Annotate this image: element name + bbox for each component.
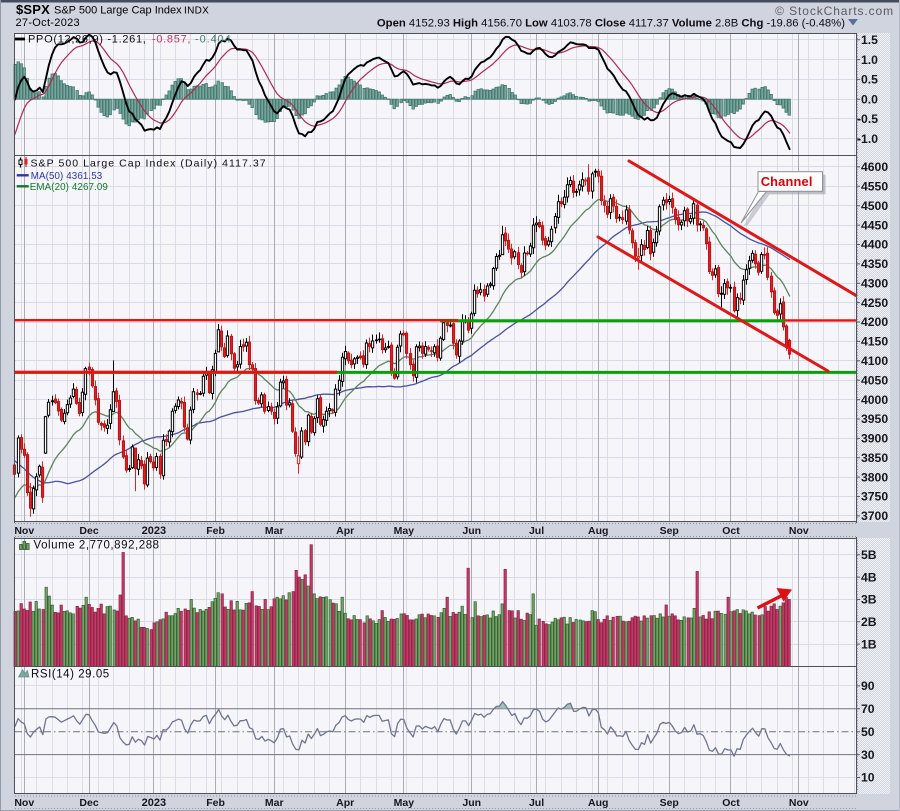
svg-text:Feb: Feb [206, 525, 225, 537]
svg-text:3B: 3B [861, 593, 877, 607]
svg-text:4100: 4100 [861, 354, 888, 368]
svg-text:May: May [394, 797, 415, 809]
svg-text:4200: 4200 [861, 315, 888, 329]
svg-text:Volume 2,770,892,288: Volume 2,770,892,288 [34, 540, 160, 552]
svg-text:4350: 4350 [861, 257, 888, 271]
svg-text:Aug: Aug [588, 797, 608, 809]
svg-text:Nov: Nov [14, 797, 34, 809]
svg-text:INDX: INDX [184, 6, 209, 17]
svg-text:© StockCharts.com: © StockCharts.com [775, 4, 894, 18]
svg-text:S&P 500 Large Cap Index: S&P 500 Large Cap Index [54, 5, 182, 17]
svg-text:4050: 4050 [861, 373, 888, 387]
svg-text:2B: 2B [861, 615, 877, 629]
svg-text:4B: 4B [861, 570, 877, 584]
svg-text:0.5: 0.5 [861, 73, 878, 87]
svg-text:-0.5: -0.5 [857, 112, 878, 126]
svg-text:4500: 4500 [861, 199, 888, 213]
svg-text:-1.0: -1.0 [857, 132, 878, 146]
svg-text:$SPX: $SPX [16, 2, 50, 17]
svg-text:4450: 4450 [861, 218, 888, 232]
svg-text:3850: 3850 [861, 451, 888, 465]
svg-text:4300: 4300 [861, 276, 888, 290]
svg-text:Aug: Aug [588, 525, 608, 537]
svg-text:Sep: Sep [660, 525, 679, 537]
svg-text:Jul: Jul [529, 525, 544, 537]
svg-text:3950: 3950 [861, 412, 888, 426]
svg-text:Apr: Apr [336, 525, 354, 537]
svg-text:2023: 2023 [142, 797, 166, 809]
svg-text:2023: 2023 [142, 525, 166, 537]
svg-text:RSI(14) 29.05: RSI(14) 29.05 [31, 669, 110, 681]
svg-text:4550: 4550 [861, 179, 888, 193]
svg-text:3900: 3900 [861, 432, 888, 446]
svg-text:S&P 500 Large Cap Index (Daily: S&P 500 Large Cap Index (Daily) 4117.37 [31, 158, 267, 170]
svg-text:MA(50) 4361.53: MA(50) 4361.53 [31, 171, 103, 182]
svg-text:Jun: Jun [462, 797, 481, 809]
svg-text:27-Oct-2023: 27-Oct-2023 [16, 17, 80, 29]
svg-text:May: May [394, 525, 415, 537]
svg-text:Mar: Mar [265, 525, 284, 537]
svg-text:Channel: Channel [761, 174, 813, 189]
svg-text:Jul: Jul [529, 797, 544, 809]
svg-text:3750: 3750 [861, 490, 888, 504]
svg-text:50: 50 [861, 725, 875, 739]
svg-text:3700: 3700 [861, 509, 888, 523]
svg-text:0.0: 0.0 [861, 92, 878, 106]
svg-text:PPO(12,26,9) -1.261,: PPO(12,26,9) -1.261, [28, 34, 147, 46]
svg-text:EMA(20) 4267.09: EMA(20) 4267.09 [30, 182, 108, 193]
svg-text:30: 30 [861, 748, 875, 762]
svg-text:Apr: Apr [336, 797, 354, 809]
svg-text:4400: 4400 [861, 238, 888, 252]
svg-text:Nov: Nov [14, 525, 34, 537]
svg-text:Nov: Nov [789, 797, 809, 809]
svg-text:90: 90 [861, 679, 875, 693]
svg-text:Mar: Mar [265, 797, 284, 809]
svg-text:-0.404: -0.404 [195, 34, 232, 46]
svg-text:1.5: 1.5 [861, 33, 878, 47]
svg-text:Dec: Dec [79, 797, 98, 809]
svg-text:1.0: 1.0 [861, 53, 878, 67]
svg-text:Dec: Dec [79, 525, 98, 537]
svg-text:4250: 4250 [861, 296, 888, 310]
svg-text:3800: 3800 [861, 470, 888, 484]
svg-text:4150: 4150 [861, 335, 888, 349]
svg-text:1B: 1B [861, 637, 877, 651]
svg-text:5B: 5B [861, 548, 877, 562]
svg-text:-0.857,: -0.857, [152, 34, 191, 46]
svg-text:70: 70 [861, 702, 875, 716]
svg-text:Nov: Nov [789, 525, 809, 537]
svg-text:Jun: Jun [462, 525, 481, 537]
svg-text:Feb: Feb [206, 797, 225, 809]
svg-text:Oct: Oct [722, 797, 740, 809]
svg-text:Oct: Oct [722, 525, 740, 537]
svg-text:Open 4152.93 High 4156.70 Low: Open 4152.93 High 4156.70 Low 4103.78 Cl… [377, 18, 845, 30]
svg-text:4600: 4600 [861, 160, 888, 174]
svg-text:Sep: Sep [660, 797, 679, 809]
svg-text:4000: 4000 [861, 393, 888, 407]
svg-text:10: 10 [861, 771, 875, 785]
